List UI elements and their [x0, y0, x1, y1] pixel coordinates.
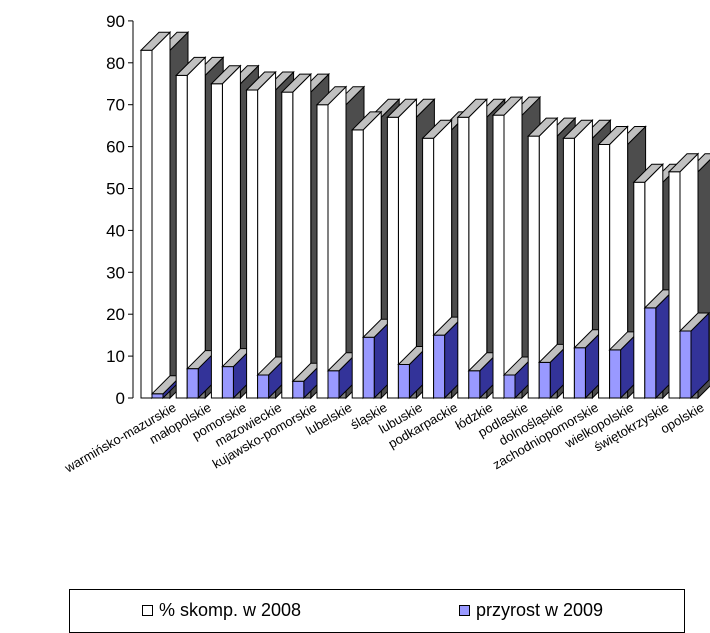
- bar-2008-top: [562, 119, 594, 139]
- legend: % skomp. w 2008 przyrost w 2009: [69, 589, 685, 633]
- bar-2008-top: [421, 119, 453, 139]
- legend-label-2008: % skomp. w 2008: [159, 600, 302, 620]
- bar-2008: [421, 119, 453, 400]
- bar-2008: [280, 72, 313, 400]
- bar-2008-top: [210, 65, 242, 85]
- bar-2009-top: [678, 312, 710, 332]
- legend-label-2009: przyrost w 2009: [476, 600, 604, 620]
- y-tick-label: 20: [106, 305, 125, 324]
- bar-2009-front: [397, 363, 410, 399]
- bar-2008-front: [140, 49, 153, 399]
- bar-2008-front: [668, 171, 681, 399]
- bar-2008-front: [492, 114, 505, 399]
- y-tick-label: 40: [106, 221, 125, 240]
- category-group: [632, 163, 683, 400]
- bar-2009-front: [573, 347, 586, 399]
- bar-2008-top: [456, 98, 489, 118]
- bars: [139, 31, 710, 400]
- bar-2008: [456, 98, 489, 400]
- y-tick-label: 50: [106, 180, 125, 199]
- bar-2008-front: [210, 83, 223, 399]
- bar-2008: [139, 31, 172, 400]
- bar-2008-front: [246, 89, 259, 399]
- bar-2008-side: [327, 85, 347, 400]
- bar-2008: [315, 85, 348, 400]
- bar-2008-front: [598, 144, 611, 399]
- bar-2008-side: [468, 98, 488, 400]
- bar-2008-front: [281, 91, 294, 399]
- bar-2008-front: [175, 74, 188, 399]
- bar-2009-front: [327, 370, 340, 399]
- bar-2008-top: [597, 126, 629, 146]
- bar-2008: [562, 119, 594, 400]
- bar-2008-side: [257, 70, 277, 400]
- bar-2008-top: [632, 163, 665, 183]
- y-tick-label: 70: [106, 96, 125, 115]
- bar-2009: [185, 349, 218, 400]
- y-tick-label: 0: [116, 389, 125, 408]
- bar-2009-front: [292, 380, 305, 399]
- bar-2008: [210, 64, 242, 400]
- bar-2009-front: [257, 374, 270, 399]
- bar-2008: [386, 98, 418, 400]
- bar-2009: [678, 311, 710, 400]
- bar-2008-side: [151, 31, 171, 400]
- bar-2008-top: [350, 111, 383, 131]
- bar-2008-side: [503, 95, 523, 400]
- bar-2008-top: [491, 96, 524, 116]
- bar-2008-top: [174, 56, 207, 76]
- bar-2009-front: [151, 393, 164, 399]
- bar-2008: [491, 95, 524, 400]
- bar-2008: [174, 56, 207, 400]
- legend-swatch-2008: [142, 605, 153, 616]
- bar-2008-front: [422, 137, 435, 399]
- bar-2008-front: [351, 129, 364, 399]
- bar-2009-front: [362, 336, 375, 399]
- bar-2008-side: [186, 56, 206, 400]
- bar-2009-front: [468, 370, 481, 399]
- bar-2008-side: [221, 64, 241, 400]
- bar-2009-front: [679, 330, 692, 399]
- bar-2008-top: [526, 117, 559, 137]
- bar-2008-side: [292, 72, 312, 400]
- bar-2008: [597, 125, 629, 400]
- bar-2009-front: [644, 307, 657, 399]
- y-axis: 0 10 20 30 40 50 60 70 80 90: [106, 12, 134, 408]
- y-tick-label: 60: [106, 138, 125, 157]
- bar-chart: 0 10 20 30 40 50 60 70 80 90 warmińsko-mazurskiem…: [61, 12, 710, 476]
- bar-2009-front: [186, 368, 199, 399]
- bar-2008-front: [562, 137, 575, 399]
- bar-2008-top: [667, 153, 700, 173]
- y-tick-label: 30: [106, 263, 125, 282]
- bar-2009-front: [538, 361, 551, 399]
- y-tick-label: 90: [106, 12, 125, 31]
- legend-item-2008: % skomp. w 2008: [142, 600, 301, 621]
- legend-item-2009: przyrost w 2009: [459, 600, 603, 621]
- bar-2009-front: [609, 349, 622, 399]
- y-tick-label: 80: [106, 54, 125, 73]
- bar-2008-front: [457, 116, 470, 399]
- bar-2008-front: [527, 135, 540, 399]
- bar-2008-top: [315, 86, 348, 106]
- bar-2009-front: [503, 374, 516, 399]
- bar-2008-top: [245, 71, 277, 91]
- x-axis-labels: warmińsko-mazurskiemałopolskiepomorskiem…: [61, 400, 706, 476]
- bar-2009-front: [221, 366, 234, 399]
- category-group: [667, 152, 710, 400]
- bar-2008: [245, 70, 277, 400]
- bar-2008-top: [386, 98, 418, 118]
- legend-swatch-2009: [459, 605, 470, 616]
- y-tick-label: 10: [106, 347, 125, 366]
- bar-2009-front: [433, 334, 446, 399]
- bar-2008-front: [386, 116, 399, 399]
- bar-2008-top: [139, 31, 172, 51]
- bar-2008-top: [280, 73, 313, 93]
- bar-2008-front: [633, 181, 646, 399]
- bar-2008-front: [316, 104, 329, 399]
